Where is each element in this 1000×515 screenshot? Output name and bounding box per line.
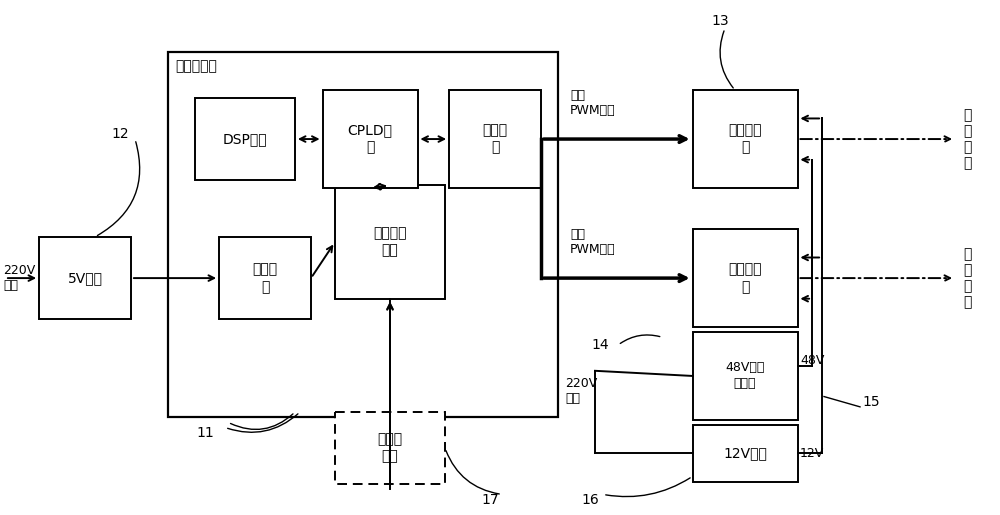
Text: 220V
供电: 220V 供电: [3, 264, 35, 292]
Text: 供电芯
片: 供电芯 片: [252, 263, 278, 294]
FancyBboxPatch shape: [692, 425, 798, 482]
Text: 方
位
电
机: 方 位 电 机: [963, 108, 971, 170]
Text: 主控计
算机: 主控计 算机: [377, 433, 403, 464]
Text: 11: 11: [196, 425, 214, 440]
Text: 伺服控制板: 伺服控制板: [175, 59, 217, 73]
FancyBboxPatch shape: [692, 332, 798, 420]
FancyBboxPatch shape: [335, 412, 445, 484]
Text: 俯仰功率
级: 俯仰功率 级: [728, 263, 762, 294]
Text: 5V电源: 5V电源: [68, 271, 103, 285]
Text: 俯
仰
电
机: 俯 仰 电 机: [963, 247, 971, 310]
FancyBboxPatch shape: [39, 237, 131, 319]
Text: 17: 17: [481, 492, 499, 507]
FancyBboxPatch shape: [322, 90, 418, 188]
FancyBboxPatch shape: [195, 98, 295, 180]
Text: 串口通讯
芯片: 串口通讯 芯片: [373, 227, 407, 258]
Text: 俯仰
PWM信号: 俯仰 PWM信号: [570, 228, 616, 256]
Text: 方位功率
级: 方位功率 级: [728, 124, 762, 154]
FancyBboxPatch shape: [692, 229, 798, 327]
FancyBboxPatch shape: [449, 90, 541, 188]
Text: DSP芯片: DSP芯片: [223, 132, 267, 146]
Text: 15: 15: [862, 394, 880, 409]
Text: CPLD芯
片: CPLD芯 片: [348, 124, 392, 154]
Text: 16: 16: [581, 492, 599, 507]
Text: 48V功率
级电源: 48V功率 级电源: [725, 362, 765, 390]
Text: 12V: 12V: [800, 447, 824, 460]
Text: 48V: 48V: [800, 354, 824, 367]
Text: 13: 13: [711, 13, 729, 28]
Text: 12: 12: [111, 127, 129, 141]
Text: 接口芯
片: 接口芯 片: [482, 124, 508, 154]
FancyBboxPatch shape: [219, 237, 311, 319]
FancyBboxPatch shape: [692, 90, 798, 188]
Text: 方位
PWM信号: 方位 PWM信号: [570, 89, 616, 117]
FancyBboxPatch shape: [335, 185, 445, 299]
FancyBboxPatch shape: [168, 52, 558, 417]
Text: 14: 14: [591, 338, 609, 352]
Text: 220V
供电: 220V 供电: [565, 377, 597, 405]
Text: 12V电源: 12V电源: [723, 446, 767, 460]
